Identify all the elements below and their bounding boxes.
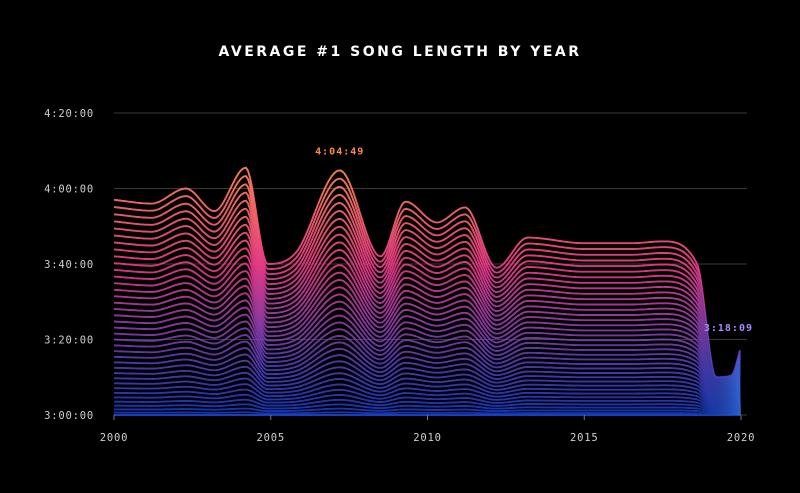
y-tick-label: 4:00:00 [44,184,94,196]
annotation-label: 4:04:49 [315,146,364,157]
ridge-line [114,393,741,413]
ridge-line [113,175,741,380]
ridge-line [113,284,741,397]
ridge-line [113,223,741,387]
ridge-line [113,277,741,396]
ridge-line [113,292,741,398]
annotations: 4:04:49 3:18:09 [315,146,753,334]
ridge-line [114,407,741,415]
y-tick-label: 4:20:00 [44,108,94,120]
ridge-line [113,239,741,390]
x-tick-label: 2015 [570,432,599,444]
ridge-line [114,359,741,408]
ridge-line [113,183,741,381]
ridge-line [114,383,741,412]
x-tick-label: 2010 [413,432,442,444]
ridge-line [113,166,741,379]
ridge-lines [113,166,741,416]
ridge-line [114,398,741,414]
x-tick-label: 2005 [257,432,286,444]
ridge-line [113,207,741,385]
ridge-line [114,377,741,411]
ridge-line [113,340,741,405]
ridge-line [113,191,741,382]
ridge-line [113,262,741,393]
ridge-line [113,299,741,399]
ridge-line [114,365,741,409]
annotation-label: 3:18:09 [704,323,753,334]
y-tick-label: 3:00:00 [44,410,94,422]
ridge-line [114,411,741,416]
ridge-line [114,388,741,413]
x-tick-label: 2000 [100,432,129,444]
ridge-line [113,371,741,410]
ridge-line [113,306,741,400]
ridge-line [113,255,741,392]
ridge-line [113,313,741,401]
ridge-line [113,320,741,402]
ridge-line [113,353,741,407]
y-tick-label: 3:40:00 [44,259,94,271]
low-point-glow [697,267,741,415]
ridge-line [113,270,741,394]
x-axis: 2000 2005 2010 2015 2020 [100,415,756,444]
ridge-line [113,334,741,404]
ridge-line [113,215,741,386]
ridge-line [114,403,741,415]
ridge-line [113,327,741,403]
y-axis: 3:00:00 3:20:00 3:40:00 4:00:00 4:20:00 [44,108,94,422]
chart-title: AVERAGE #1 SONG LENGTH BY YEAR [218,44,582,60]
ridge-line [113,199,741,384]
x-tick-label: 2020 [727,432,756,444]
ridge-line [113,231,741,389]
y-tick-label: 3:20:00 [44,335,94,347]
ridge-line [113,247,741,391]
ridge-line [113,347,741,406]
